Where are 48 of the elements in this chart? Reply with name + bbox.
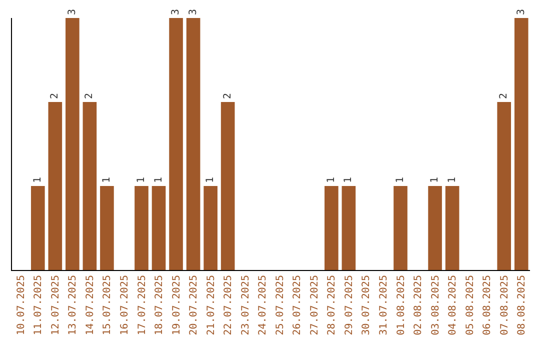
data-label: 1	[205, 176, 216, 183]
x-tick-label: 17.07.2025	[136, 275, 148, 336]
data-label: 1	[343, 176, 354, 183]
x-tick-label: 02.08.2025	[413, 275, 424, 336]
data-label: 1	[32, 176, 44, 183]
x-tick-label: 20.07.2025	[188, 275, 200, 336]
data-label: 3	[188, 8, 199, 15]
x-tick-label: 16.07.2025	[119, 275, 130, 336]
x-tick-label: 30.07.2025	[361, 275, 372, 336]
x-tick-label: 21.07.2025	[206, 275, 217, 336]
x-tick-label: 11.07.2025	[33, 275, 44, 336]
x-tick-label: 23.07.2025	[240, 275, 252, 336]
x-tick-label: 07.08.2025	[499, 275, 510, 336]
data-label: 1	[430, 176, 441, 183]
data-label: 2	[84, 92, 96, 99]
x-tick-label: 29.07.2025	[344, 275, 355, 336]
x-tick-label: 10.07.2025	[16, 275, 27, 336]
x-tick-label: 14.07.2025	[84, 275, 96, 336]
data-label: 1	[395, 176, 406, 183]
data-label: 1	[153, 176, 164, 183]
x-tick-label: 08.08.2025	[516, 275, 528, 336]
data-label: 1	[136, 176, 147, 183]
x-tick-label: 24.07.2025	[258, 275, 269, 336]
data-label: 1	[326, 176, 337, 183]
x-tick-label: 31.07.2025	[378, 275, 390, 336]
data-label: 1	[446, 176, 458, 183]
data-label: 3	[66, 8, 78, 15]
x-tick-label: 03.08.2025	[430, 275, 442, 336]
x-tick-label: 28.07.2025	[326, 275, 338, 336]
x-tick-label: 06.08.2025	[482, 275, 494, 336]
x-tick-label: 15.07.2025	[102, 275, 114, 336]
x-tick-label: 19.07.2025	[171, 275, 182, 336]
x-tick-label: 25.07.2025	[274, 275, 286, 336]
x-tick-label: 18.07.2025	[154, 275, 166, 336]
x-tick-label: 22.07.2025	[223, 275, 234, 336]
x-tick-label: 01.08.2025	[396, 275, 407, 336]
data-label: 2	[50, 92, 61, 99]
x-tick-label: 26.07.2025	[292, 275, 304, 336]
data-label: 2	[498, 92, 510, 99]
x-tick-label: 12.07.2025	[50, 275, 62, 336]
data-label: 1	[101, 176, 112, 183]
data-label: 3	[170, 8, 182, 15]
data-label: 2	[222, 92, 234, 99]
x-tick-label: 27.07.2025	[309, 275, 320, 336]
x-tick-label: 04.08.2025	[448, 275, 459, 336]
x-tick-label: 13.07.2025	[68, 275, 79, 336]
x-tick-label: 05.08.2025	[464, 275, 476, 336]
data-label: 3	[516, 8, 527, 15]
